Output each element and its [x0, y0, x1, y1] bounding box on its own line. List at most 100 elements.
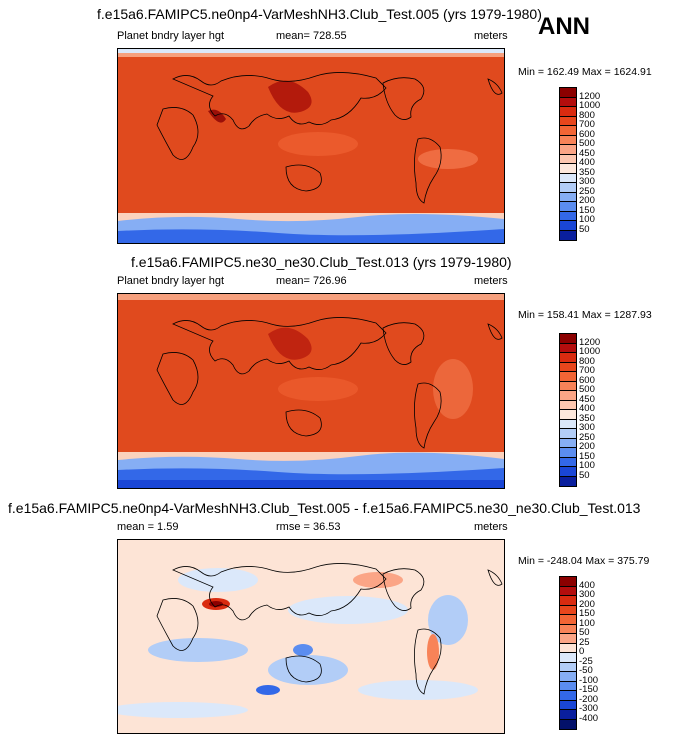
colorbar-swatch	[560, 429, 576, 439]
colorbar-tick-label: 700	[579, 365, 595, 376]
colorbar-tick-label: 50	[579, 469, 590, 481]
colorbar-tick-label: 150	[579, 608, 595, 619]
colorbar-tick-label: 450	[579, 393, 595, 405]
colorbar-swatch	[560, 624, 576, 634]
colorbar-swatch	[560, 419, 576, 429]
colorbar-swatch	[560, 681, 576, 691]
panel2-variable-label: Planet bndry layer hgt	[117, 275, 225, 287]
colorbar-tick-label: 50	[579, 627, 590, 638]
colorbar-swatch	[560, 691, 576, 701]
colorbar-swatch	[560, 192, 576, 202]
panel2-mean-label: mean= 726.96	[276, 275, 347, 287]
colorbar-tick-label: 0	[579, 646, 585, 657]
colorbar-swatch	[560, 400, 576, 410]
colorbar-swatch	[560, 88, 576, 98]
colorbar-swatch	[560, 672, 576, 682]
colorbar-tick-label: 1200	[579, 336, 601, 348]
colorbar-swatch	[560, 410, 576, 420]
panel3-units-label: meters	[474, 521, 508, 533]
colorbar-tick-label: 100	[579, 460, 595, 471]
colorbar-tick-label: -300	[579, 703, 599, 714]
colorbar-tick-label: 250	[579, 431, 595, 443]
colorbar-tick-label: -25	[579, 655, 593, 667]
colorbar-tick-label: 800	[579, 109, 595, 121]
colorbar-tick-label: 600	[579, 128, 595, 140]
colorbar-swatch	[560, 164, 576, 174]
colorbar-tick-label: 100	[579, 617, 595, 629]
colorbar-swatch	[560, 476, 576, 486]
colorbar-tick-label: 500	[579, 384, 595, 395]
panel3-colorbar: 400 300 200 150 100 50 25 0 -25 -50 -100 -150 -200 -3…	[559, 576, 603, 730]
panel2-colorbar: 1200 1000 800 700 600 500 450 400 350 300 250 200 15…	[559, 333, 603, 487]
colorbar-swatch	[560, 596, 576, 606]
panel1-colorbar-swatches	[559, 87, 577, 241]
panel3-rmse-label: rmse = 36.53	[276, 521, 341, 533]
colorbar-tick-label: 100	[579, 214, 595, 225]
colorbar-tick-label: 25	[579, 636, 590, 648]
colorbar-swatch	[560, 183, 576, 193]
colorbar-swatch	[560, 700, 576, 710]
colorbar-tick-label: 150	[579, 204, 595, 216]
colorbar-tick-label: 1200	[579, 90, 601, 102]
colorbar-swatch	[560, 438, 576, 448]
colorbar-swatch	[560, 457, 576, 467]
colorbar-swatch	[560, 448, 576, 458]
colorbar-tick-label: 700	[579, 119, 595, 130]
colorbar-tick-label: 400	[579, 579, 595, 591]
colorbar-tick-label: 800	[579, 355, 595, 367]
panel2-minmax: Min = 158.41 Max = 1287.93	[518, 309, 652, 321]
panel2-title: f.e15a6.FAMIPC5.ne30_ne30.Club_Test.013 …	[131, 254, 512, 270]
colorbar-tick-label: 200	[579, 195, 595, 206]
colorbar-swatch	[560, 126, 576, 136]
panel2-map	[117, 293, 505, 489]
colorbar-tick-label: 200	[579, 441, 595, 452]
colorbar-swatch	[560, 173, 576, 183]
season-label: ANN	[538, 13, 590, 40]
panel1-colorbar: 1200 1000 800 700 600 500 450 400 350 300 250 200 15…	[559, 87, 603, 241]
colorbar-swatch	[560, 230, 576, 240]
colorbar-swatch	[560, 605, 576, 615]
colorbar-swatch	[560, 615, 576, 625]
panel3-colorbar-swatches	[559, 576, 577, 730]
colorbar-tick-label: -400	[579, 712, 599, 724]
colorbar-tick-label: -50	[579, 665, 593, 676]
colorbar-swatch	[560, 662, 576, 672]
colorbar-swatch	[560, 653, 576, 663]
colorbar-swatch	[560, 634, 576, 644]
colorbar-swatch	[560, 97, 576, 107]
colorbar-swatch	[560, 221, 576, 231]
colorbar-tick-label: 400	[579, 157, 595, 168]
colorbar-swatch	[560, 334, 576, 344]
colorbar-swatch	[560, 107, 576, 117]
panel1-variable-label: Planet bndry layer hgt	[117, 30, 225, 42]
panel3-mean-label: mean = 1.59	[117, 521, 179, 533]
colorbar-swatch	[560, 154, 576, 164]
panel1-title: f.e15a6.FAMIPC5.ne0np4-VarMeshNH3.Club_T…	[97, 6, 542, 22]
colorbar-swatch	[560, 391, 576, 401]
colorbar-tick-label: 300	[579, 589, 595, 600]
colorbar-swatch	[560, 353, 576, 363]
panel3-minmax: Min = -248.04 Max = 375.79	[518, 555, 650, 567]
colorbar-tick-label: 350	[579, 166, 595, 178]
panel3-title: f.e15a6.FAMIPC5.ne0np4-VarMeshNH3.Club_T…	[8, 500, 641, 516]
colorbar-swatch	[560, 116, 576, 126]
colorbar-tick-label: 600	[579, 374, 595, 386]
colorbar-swatch	[560, 145, 576, 155]
panel2-colorbar-swatches	[559, 333, 577, 487]
colorbar-swatch	[560, 211, 576, 221]
colorbar-swatch	[560, 362, 576, 372]
colorbar-tick-label: 50	[579, 223, 590, 235]
colorbar-tick-label: 1000	[579, 100, 601, 111]
colorbar-swatch	[560, 202, 576, 212]
colorbar-swatch	[560, 577, 576, 587]
colorbar-tick-label: -150	[579, 684, 599, 695]
colorbar-tick-label: 450	[579, 147, 595, 159]
panel1-map	[117, 48, 505, 244]
colorbar-tick-label: 150	[579, 450, 595, 462]
colorbar-swatch	[560, 643, 576, 653]
colorbar-tick-label: 250	[579, 185, 595, 197]
panel3-map	[117, 539, 505, 734]
colorbar-swatch	[560, 381, 576, 391]
colorbar-swatch	[560, 343, 576, 353]
colorbar-tick-label: 1000	[579, 346, 601, 357]
